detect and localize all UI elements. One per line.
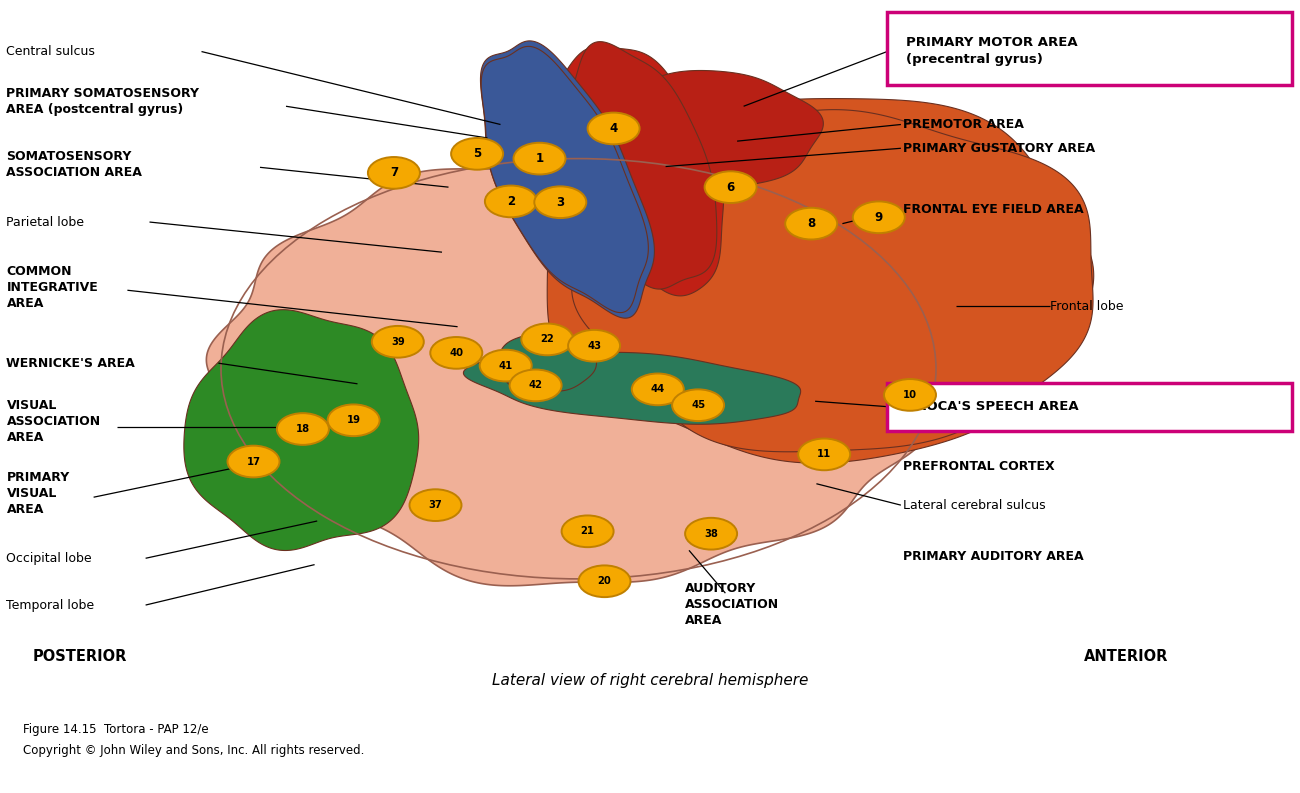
- Text: PREMOTOR AREA: PREMOTOR AREA: [903, 118, 1024, 131]
- PathPatch shape: [547, 98, 1093, 463]
- Text: 2: 2: [507, 195, 515, 208]
- Text: POSTERIOR: POSTERIOR: [32, 649, 127, 664]
- Circle shape: [798, 439, 850, 470]
- Circle shape: [578, 565, 630, 597]
- Circle shape: [884, 379, 936, 411]
- Text: Occipital lobe: Occipital lobe: [6, 552, 92, 565]
- Text: Figure 14.15  Tortora - PAP 12/e: Figure 14.15 Tortora - PAP 12/e: [23, 723, 209, 736]
- Circle shape: [485, 186, 537, 217]
- Text: 18: 18: [296, 424, 309, 434]
- FancyBboxPatch shape: [887, 12, 1292, 85]
- Text: PRIMARY SOMATOSENSORY
AREA (postcentral gyrus): PRIMARY SOMATOSENSORY AREA (postcentral …: [6, 87, 199, 116]
- Text: 20: 20: [598, 577, 611, 586]
- Circle shape: [705, 171, 757, 203]
- PathPatch shape: [566, 42, 716, 289]
- Text: 44: 44: [651, 385, 664, 394]
- PathPatch shape: [481, 46, 649, 312]
- PathPatch shape: [481, 41, 654, 318]
- Circle shape: [227, 446, 280, 477]
- Circle shape: [480, 350, 532, 381]
- Text: 43: 43: [588, 341, 601, 351]
- Text: 38: 38: [705, 529, 718, 538]
- Text: Temporal lobe: Temporal lobe: [6, 599, 95, 611]
- Text: FRONTAL EYE FIELD AREA: FRONTAL EYE FIELD AREA: [903, 203, 1084, 216]
- PathPatch shape: [572, 109, 1093, 452]
- Circle shape: [510, 370, 562, 401]
- Text: 10: 10: [903, 390, 916, 400]
- Text: 22: 22: [541, 335, 554, 344]
- Text: 39: 39: [391, 337, 404, 347]
- Circle shape: [562, 515, 614, 547]
- Text: AUDITORY
ASSOCIATION
AREA: AUDITORY ASSOCIATION AREA: [685, 582, 779, 626]
- FancyBboxPatch shape: [887, 383, 1292, 431]
- PathPatch shape: [207, 162, 936, 586]
- Text: PRIMARY
VISUAL
AREA: PRIMARY VISUAL AREA: [6, 471, 70, 515]
- Circle shape: [451, 138, 503, 170]
- Circle shape: [372, 326, 424, 358]
- Text: PRIMARY GUSTATORY AREA: PRIMARY GUSTATORY AREA: [903, 142, 1096, 155]
- Circle shape: [785, 208, 837, 239]
- Text: 37: 37: [429, 500, 442, 510]
- Circle shape: [368, 157, 420, 189]
- Text: 42: 42: [529, 381, 542, 390]
- Text: Frontal lobe: Frontal lobe: [1050, 300, 1124, 312]
- Text: Lateral cerebral sulcus: Lateral cerebral sulcus: [903, 499, 1046, 511]
- Text: 21: 21: [581, 527, 594, 536]
- Text: 4: 4: [610, 122, 617, 135]
- Circle shape: [430, 337, 482, 369]
- Text: 7: 7: [390, 167, 398, 179]
- Circle shape: [588, 113, 640, 144]
- Circle shape: [514, 143, 566, 174]
- PathPatch shape: [498, 331, 597, 391]
- Text: Lateral view of right cerebral hemisphere: Lateral view of right cerebral hemispher…: [491, 673, 809, 688]
- Circle shape: [521, 324, 573, 355]
- PathPatch shape: [598, 71, 823, 190]
- Text: 45: 45: [692, 400, 705, 410]
- Text: Copyright © John Wiley and Sons, Inc. All rights reserved.: Copyright © John Wiley and Sons, Inc. Al…: [23, 745, 365, 757]
- Text: 41: 41: [499, 361, 512, 370]
- Circle shape: [853, 201, 905, 233]
- Text: PRIMARY AUDITORY AREA: PRIMARY AUDITORY AREA: [903, 550, 1084, 563]
- Circle shape: [632, 374, 684, 405]
- PathPatch shape: [558, 46, 724, 296]
- Text: ANTERIOR: ANTERIOR: [1084, 649, 1169, 664]
- Text: COMMON
INTEGRATIVE
AREA: COMMON INTEGRATIVE AREA: [6, 265, 99, 309]
- Circle shape: [685, 518, 737, 550]
- Text: 40: 40: [450, 348, 463, 358]
- Text: 8: 8: [807, 217, 815, 230]
- PathPatch shape: [183, 310, 419, 550]
- Circle shape: [328, 404, 380, 436]
- Text: Central sulcus: Central sulcus: [6, 45, 95, 58]
- Text: 1: 1: [536, 152, 543, 165]
- Text: SOMATOSENSORY
ASSOCIATION AREA: SOMATOSENSORY ASSOCIATION AREA: [6, 150, 143, 178]
- Text: BROCA'S SPEECH AREA: BROCA'S SPEECH AREA: [906, 400, 1079, 413]
- Text: 5: 5: [473, 147, 481, 160]
- Circle shape: [534, 186, 586, 218]
- Text: 9: 9: [875, 211, 883, 224]
- Text: 19: 19: [347, 416, 360, 425]
- Circle shape: [672, 389, 724, 421]
- Text: 6: 6: [727, 181, 734, 193]
- Text: Parietal lobe: Parietal lobe: [6, 216, 84, 228]
- Circle shape: [277, 413, 329, 445]
- Circle shape: [568, 330, 620, 362]
- Text: VISUAL
ASSOCIATION
AREA: VISUAL ASSOCIATION AREA: [6, 400, 100, 444]
- Text: PRIMARY MOTOR AREA
(precentral gyrus): PRIMARY MOTOR AREA (precentral gyrus): [906, 36, 1078, 66]
- Text: WERNICKE'S AREA: WERNICKE'S AREA: [6, 357, 135, 370]
- Circle shape: [410, 489, 462, 521]
- Text: 17: 17: [247, 457, 260, 466]
- Text: 11: 11: [818, 450, 831, 459]
- PathPatch shape: [463, 352, 801, 424]
- Text: 3: 3: [556, 196, 564, 209]
- Text: PREFRONTAL CORTEX: PREFRONTAL CORTEX: [903, 460, 1056, 473]
